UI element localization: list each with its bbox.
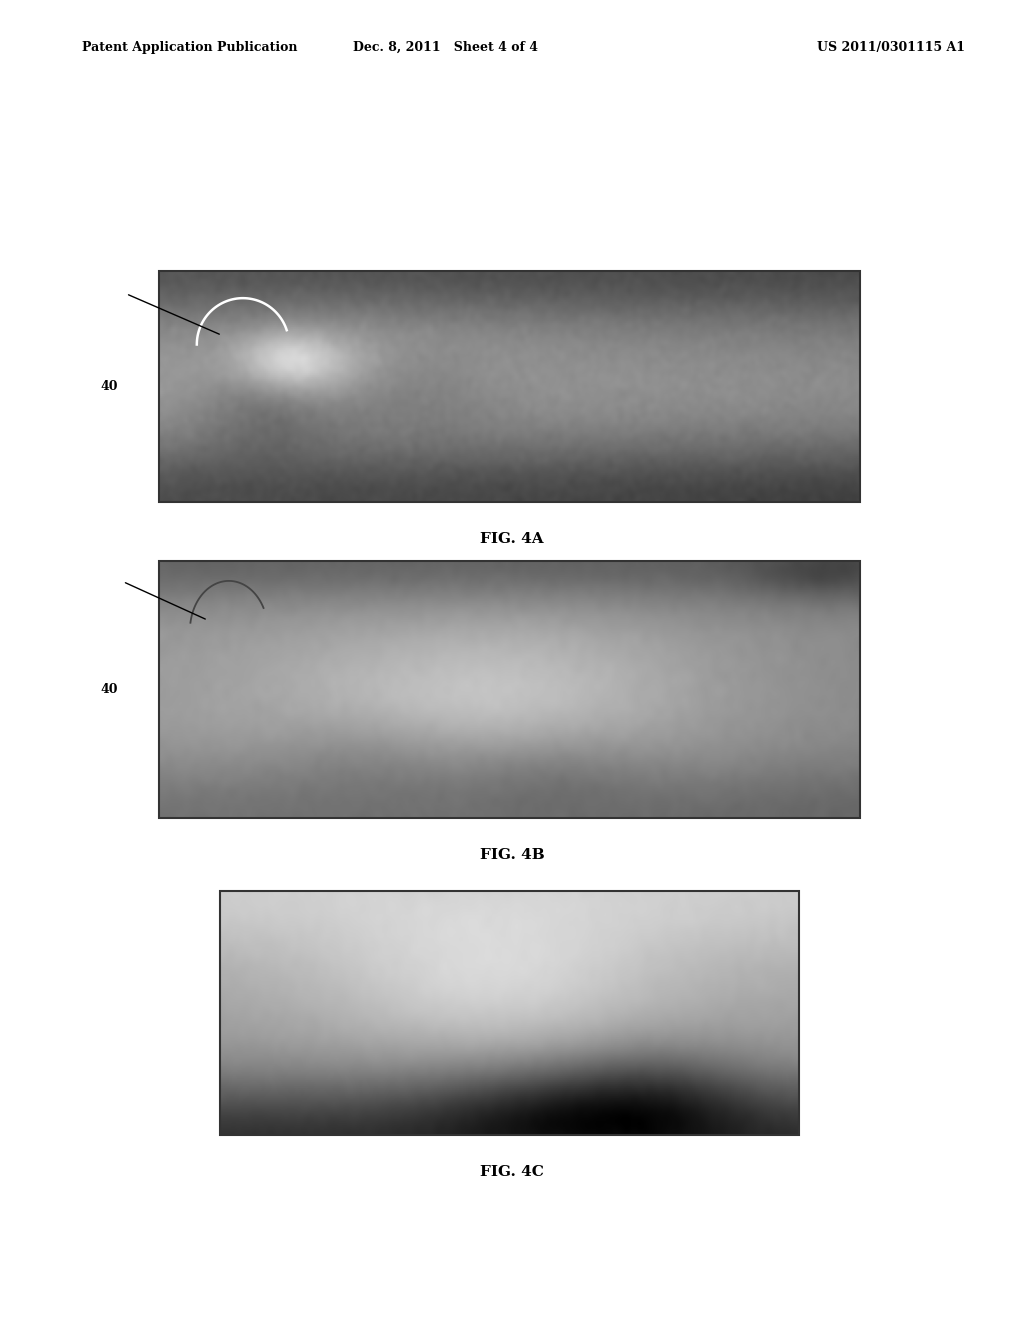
Text: FIG. 4C: FIG. 4C <box>480 1166 544 1179</box>
Bar <box>220 891 799 1135</box>
Text: FIG. 4B: FIG. 4B <box>479 849 545 862</box>
Bar <box>159 561 860 818</box>
Bar <box>159 271 860 502</box>
Text: 40: 40 <box>100 684 119 696</box>
Text: Dec. 8, 2011   Sheet 4 of 4: Dec. 8, 2011 Sheet 4 of 4 <box>353 41 538 54</box>
Text: Patent Application Publication: Patent Application Publication <box>82 41 297 54</box>
Text: FIG. 4A: FIG. 4A <box>480 532 544 545</box>
Text: 40: 40 <box>100 380 119 392</box>
Text: US 2011/0301115 A1: US 2011/0301115 A1 <box>817 41 965 54</box>
